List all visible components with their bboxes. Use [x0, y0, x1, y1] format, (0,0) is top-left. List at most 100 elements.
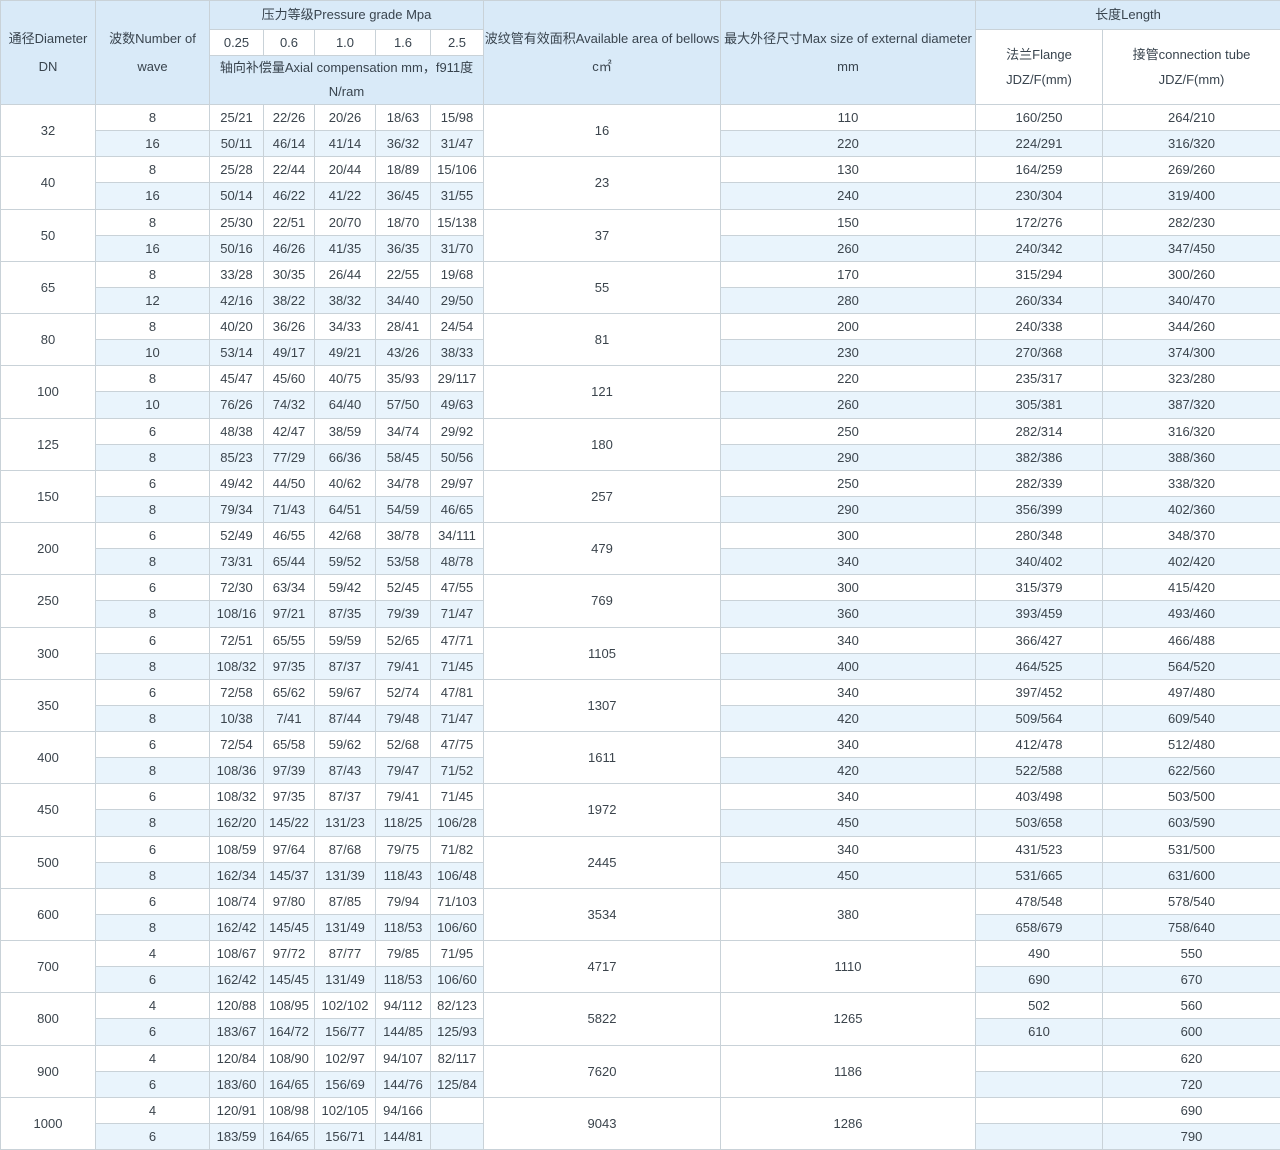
header-flange-line1: 法兰Flange	[1006, 47, 1072, 62]
header-max-diameter: 最大外径尺寸Max size of external diameter mm	[720, 0, 976, 105]
pressure-cell: 42/68	[314, 521, 376, 550]
pressure-cell: 45/47	[209, 365, 264, 393]
pressure-cell: 120/88	[209, 992, 264, 1020]
pressure-cell: 71/45	[430, 783, 484, 811]
flange-length-cell: 503/658	[975, 809, 1103, 837]
pressure-cell: 31/47	[430, 130, 484, 158]
pressure-cell: 42/16	[209, 286, 264, 315]
wave-cell: 8	[95, 809, 210, 837]
header-flange: 法兰Flange JDZ/F(mm)	[975, 29, 1103, 105]
wave-cell: 8	[95, 495, 210, 524]
pressure-cell: 34/111	[430, 521, 484, 550]
pressure-cell: 87/85	[314, 887, 376, 915]
wave-cell: 6	[95, 678, 210, 706]
pressure-cell: 74/32	[263, 391, 315, 419]
flange-length-cell: 502	[975, 992, 1103, 1020]
area-cell: 9043	[483, 1096, 721, 1150]
pressure-cell: 87/37	[314, 652, 376, 680]
header-pressure-grade: 压力等级Pressure grade Mpa	[209, 0, 484, 30]
pressure-cell: 41/22	[314, 182, 376, 210]
pressure-cell: 18/63	[375, 103, 431, 132]
table-row: 700 4 108/67 97/72 87/77 79/85 71/95 4717 1110 49…	[0, 939, 1280, 994]
pressure-cell: 57/50	[375, 391, 431, 419]
pressure-cell: 118/53	[375, 966, 431, 994]
max-diameter-cell: 1286	[720, 1096, 976, 1150]
pressure-cell: 131/23	[314, 809, 376, 837]
max-diameter-cell: 230	[720, 339, 976, 367]
tube-length-cell: 758/640	[1101, 913, 1280, 942]
wave-cell: 6	[95, 574, 210, 602]
pressure-cell: 73/31	[209, 548, 264, 576]
wave-cell: 8	[95, 156, 210, 184]
pressure-cell: 15/106	[430, 156, 484, 184]
pressure-cell: 50/56	[430, 443, 484, 471]
header-flange-line2: JDZ/F(mm)	[1006, 72, 1072, 87]
pressure-cell: 29/50	[430, 286, 484, 315]
pressure-cell: 38/32	[314, 286, 376, 315]
pressure-cell: 19/68	[430, 260, 484, 288]
table-row: 8 108/16 97/21 87/35 79/39 71/47 360 393/459 493…	[1, 600, 1280, 628]
wave-cell: 6	[95, 469, 210, 497]
table-row: 350 6 72/58 65/62 59/67 52/74 47/81 1307 340 397/…	[0, 678, 1280, 733]
pressure-cell: 71/52	[430, 757, 484, 785]
tube-length-cell: 790	[1101, 1122, 1280, 1150]
wave-cell: 16	[95, 234, 210, 262]
pressure-cell: 108/16	[209, 600, 264, 628]
tube-length-cell: 264/210	[1101, 103, 1280, 132]
wave-cell: 6	[95, 783, 210, 811]
pressure-cell: 118/43	[375, 861, 431, 889]
wave-cell: 6	[95, 1070, 210, 1098]
dn-cell: 125	[0, 417, 96, 471]
flange-length-cell: 356/399	[975, 495, 1103, 524]
dn-cell: 800	[0, 992, 96, 1046]
pressure-cell: 72/51	[209, 626, 264, 654]
max-diameter-cell: 1110	[720, 939, 976, 994]
pressure-cell: 87/68	[314, 835, 376, 863]
pressure-cell: 48/78	[430, 548, 484, 576]
dn-cell: 350	[0, 678, 96, 733]
pressure-cell: 79/34	[209, 495, 264, 524]
table-row: 600 6 108/74 97/80 87/85 79/94 71/103 3534 380 47…	[0, 887, 1280, 942]
pressure-cell: 120/91	[209, 1096, 264, 1124]
table-row: 500 6 108/59 97/64 87/68 79/75 71/82 2445 340 431…	[0, 835, 1280, 889]
tube-length-cell: 402/360	[1101, 495, 1280, 524]
max-diameter-cell: 400	[720, 652, 976, 680]
pressure-cell: 40/20	[209, 312, 264, 341]
pressure-cell: 108/95	[263, 992, 315, 1020]
pressure-cell: 24/54	[430, 312, 484, 341]
wave-cell: 8	[95, 208, 210, 236]
pressure-cell: 66/36	[314, 443, 376, 471]
pressure-cell: 108/90	[263, 1044, 315, 1072]
pressure-cell: 108/59	[209, 835, 264, 863]
flange-length-cell: 305/381	[975, 391, 1103, 419]
pressure-cell: 40/62	[314, 469, 376, 497]
pressure-cell: 7/41	[263, 704, 315, 733]
max-diameter-cell: 340	[720, 730, 976, 759]
pressure-cell: 52/74	[375, 678, 431, 706]
tube-length-cell: 348/370	[1101, 521, 1280, 550]
pressure-cell: 15/98	[430, 103, 484, 132]
tube-length-cell: 338/320	[1101, 469, 1280, 497]
pressure-cell: 85/23	[209, 443, 264, 471]
pressure-cell: 47/55	[430, 574, 484, 602]
pressure-cell: 59/59	[314, 626, 376, 654]
flange-length-cell: 160/250	[975, 103, 1103, 132]
area-cell: 4717	[483, 939, 721, 994]
table-row: 800 4 120/88 108/95 102/102 94/112 82/123 5822 1…	[0, 992, 1280, 1046]
pressure-cell: 52/68	[375, 730, 431, 759]
pressure-cell: 145/45	[263, 966, 315, 994]
flange-length-cell: 235/317	[975, 365, 1103, 393]
wave-cell: 8	[95, 652, 210, 680]
pressure-cell: 65/44	[263, 548, 315, 576]
tube-length-cell: 503/500	[1101, 783, 1280, 811]
wave-cell: 8	[95, 600, 210, 628]
flange-length-cell: 260/334	[975, 286, 1103, 315]
wave-cell: 10	[95, 339, 210, 367]
pressure-cell: 131/49	[314, 966, 376, 994]
pressure-cell: 97/35	[263, 783, 315, 811]
pressure-cell: 79/48	[375, 704, 431, 733]
pressure-cell: 65/58	[263, 730, 315, 759]
flange-length-cell: 315/294	[975, 260, 1103, 288]
pressure-cell: 49/17	[263, 339, 315, 367]
